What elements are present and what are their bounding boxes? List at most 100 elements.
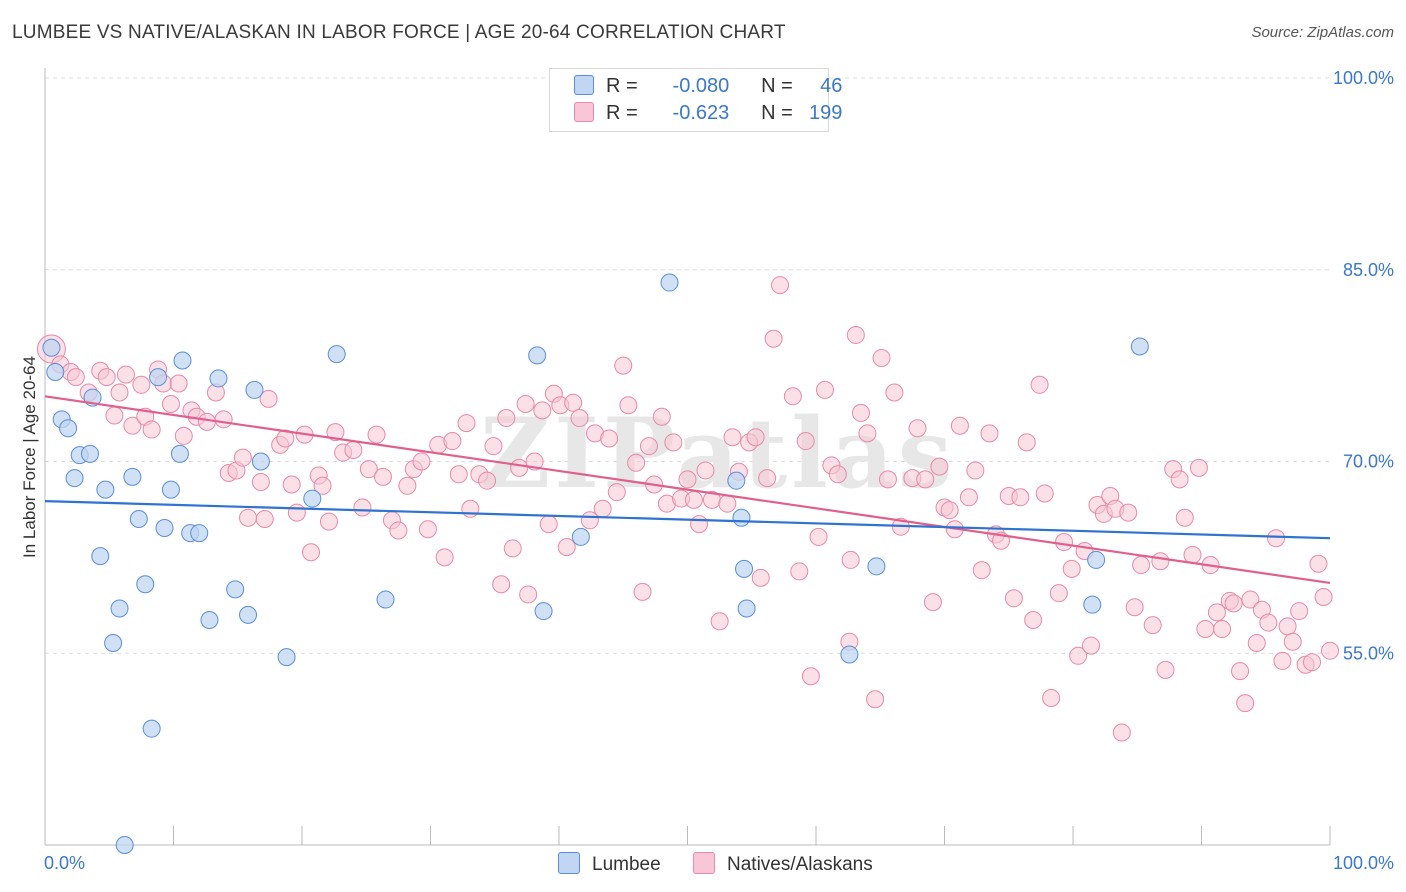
- data-point-natives: [1011, 488, 1030, 507]
- data-point-natives: [1132, 556, 1151, 575]
- data-point-natives: [828, 465, 847, 484]
- data-point-natives: [619, 396, 638, 415]
- r-value-lumbee: -0.080: [672, 75, 730, 97]
- data-point-lumbee: [251, 452, 270, 471]
- data-point-lumbee: [136, 575, 155, 594]
- data-point-natives: [751, 568, 770, 587]
- data-point-natives: [557, 538, 576, 557]
- data-point-natives: [435, 548, 454, 567]
- data-point-lumbee: [115, 836, 134, 854]
- data-point-natives: [105, 406, 124, 425]
- data-point-natives: [1236, 694, 1255, 713]
- data-point-natives: [443, 432, 462, 451]
- data-point-natives: [959, 488, 978, 507]
- tick-labels: 55.0% 70.0% 85.0% 100.0% 0.0% 100.0%: [44, 68, 1394, 873]
- source-label: Source: ZipAtlas.com: [1251, 24, 1394, 41]
- data-point-natives: [815, 380, 834, 399]
- data-point-natives: [1213, 619, 1232, 638]
- data-point-natives: [389, 521, 408, 540]
- legend-row-lumbee: R = -0.080 N = 46: [574, 75, 842, 99]
- data-point-natives: [233, 448, 252, 467]
- data-point-natives: [614, 356, 633, 375]
- data-point-natives: [972, 561, 991, 580]
- data-point-natives: [367, 425, 386, 444]
- data-point-natives: [326, 423, 345, 442]
- natives-swatch: [574, 102, 594, 122]
- data-point-natives: [282, 475, 301, 494]
- data-point-natives: [461, 499, 480, 518]
- data-point-natives: [1119, 503, 1138, 522]
- data-point-natives: [858, 424, 877, 443]
- data-point-natives: [510, 458, 529, 477]
- data-point-natives: [1314, 588, 1333, 607]
- r-label: R =: [606, 75, 638, 97]
- data-point-lumbee: [59, 419, 78, 438]
- data-point-natives: [607, 483, 626, 502]
- data-point-natives: [1049, 584, 1068, 603]
- data-point-natives: [1004, 589, 1023, 608]
- data-point-natives: [287, 503, 306, 522]
- data-point-natives: [398, 476, 417, 495]
- r-label: R =: [606, 102, 638, 124]
- data-point-natives: [1247, 634, 1266, 653]
- data-point-lumbee: [1130, 337, 1149, 356]
- lumbee-swatch: [558, 852, 580, 874]
- data-point-lumbee: [732, 508, 751, 527]
- data-point-lumbee: [660, 273, 679, 292]
- data-point-lumbee: [528, 346, 547, 365]
- data-point-lumbee: [840, 645, 859, 664]
- data-point-lumbee: [46, 363, 65, 382]
- data-point-natives: [478, 471, 497, 490]
- data-point-lumbee: [277, 648, 296, 667]
- data-point-lumbee: [1087, 550, 1106, 569]
- y-tick-label: 100.0%: [1333, 68, 1394, 88]
- x-tick-label: 100.0%: [1333, 853, 1394, 873]
- data-point-natives: [1035, 484, 1054, 503]
- correlation-legend: R = -0.080 N = 46 R = -0.623 N = 199: [549, 68, 842, 132]
- data-point-lumbee: [123, 467, 142, 486]
- data-point-natives: [197, 412, 216, 431]
- data-point-natives: [1189, 458, 1208, 477]
- data-point-natives: [690, 515, 709, 534]
- data-point-lumbee: [42, 338, 61, 357]
- data-point-natives: [966, 461, 985, 480]
- data-point-natives: [600, 429, 619, 448]
- data-point-natives: [174, 426, 193, 445]
- data-point-natives: [923, 593, 942, 612]
- trend-line-lumbee: [44, 500, 1331, 540]
- n-value-lumbee: 46: [820, 75, 843, 97]
- data-point-natives: [497, 409, 516, 428]
- data-point-natives: [1151, 552, 1170, 571]
- data-point-natives: [664, 433, 683, 452]
- data-point-natives: [169, 374, 188, 393]
- legend-label-natives: Natives/Alaskans: [727, 854, 873, 875]
- data-point-natives: [593, 499, 612, 518]
- data-point-lumbee: [727, 471, 746, 490]
- data-point-natives: [758, 469, 777, 488]
- data-point-lumbee: [735, 559, 754, 578]
- data-point-natives: [639, 437, 658, 456]
- n-label: N =: [761, 102, 793, 124]
- n-value-natives: 199: [809, 102, 843, 124]
- data-point-natives: [633, 582, 652, 601]
- data-point-natives: [492, 575, 511, 594]
- data-point-natives: [1309, 554, 1328, 573]
- data-point-natives: [570, 409, 589, 428]
- data-point-natives: [1267, 529, 1286, 548]
- data-point-natives: [359, 460, 378, 479]
- data-point-lumbee: [149, 368, 168, 387]
- data-point-natives: [214, 410, 233, 429]
- data-point-natives: [930, 457, 949, 476]
- data-point-lumbee: [96, 480, 115, 499]
- data-point-natives: [1231, 662, 1250, 681]
- legend-item-natives: Natives/Alaskans: [693, 852, 873, 876]
- data-point-natives: [851, 403, 870, 422]
- data-point-natives: [161, 394, 180, 413]
- data-point-lumbee: [173, 351, 192, 370]
- lumbee-swatch: [574, 75, 594, 95]
- data-point-natives: [301, 543, 320, 562]
- data-point-natives: [1224, 594, 1243, 613]
- data-point-natives: [718, 494, 737, 513]
- data-point-natives: [796, 432, 815, 451]
- data-point-natives: [1196, 619, 1215, 638]
